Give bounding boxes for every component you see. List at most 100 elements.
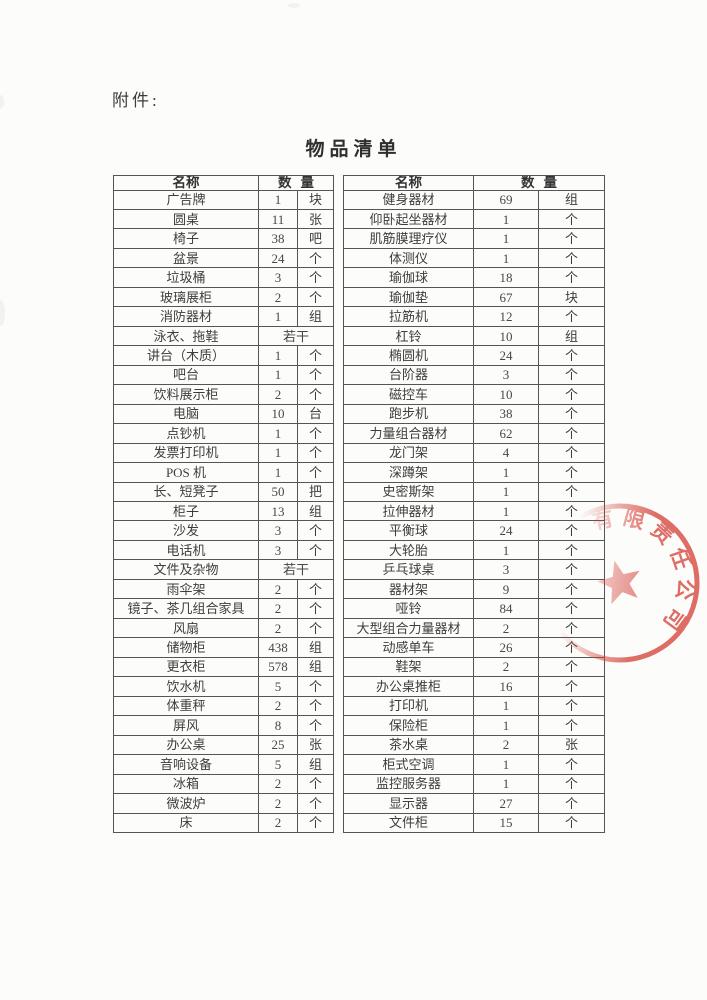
item-quantity: 1	[258, 462, 298, 483]
table-row: 大型组合力量器材 2 个	[343, 617, 605, 639]
table-row: 瑜伽球 18 个	[343, 267, 605, 288]
item-unit: 个	[297, 598, 334, 619]
item-quantity: 2	[258, 384, 298, 405]
item-quantity: 2	[258, 598, 298, 619]
item-unit: 个	[297, 617, 334, 639]
item-quantity: 67	[473, 286, 539, 308]
item-quantity: 13	[258, 500, 298, 522]
item-quantity: 1	[473, 228, 539, 249]
table-row: 跑步机 38 个	[343, 403, 605, 425]
item-quantity: 50	[258, 481, 298, 503]
item-quantity: 2	[473, 656, 539, 678]
item-name: 冰箱	[113, 773, 259, 795]
scan-artifact	[0, 95, 4, 109]
item-name: 乒乓球桌	[343, 559, 474, 580]
table-row: 柜子 13 组	[113, 500, 334, 522]
column-header-quantity: 数量	[258, 175, 334, 191]
item-unit: 个	[297, 676, 334, 697]
item-quantity: 2	[473, 734, 539, 756]
table-row: 椭圆机 24 个	[343, 345, 605, 366]
item-unit: 个	[538, 773, 605, 795]
item-unit: 个	[538, 754, 605, 775]
column-header-quantity: 数量	[473, 175, 605, 191]
item-unit: 个	[538, 695, 605, 717]
item-unit: 个	[538, 500, 605, 522]
item-name: 动感单车	[343, 637, 474, 658]
item-name: 显示器	[343, 793, 474, 814]
item-name: 发票打印机	[113, 442, 259, 464]
item-name: 镜子、茶几组合家具	[113, 598, 259, 619]
item-name: 鞋架	[343, 656, 474, 678]
item-unit: 个	[538, 423, 605, 444]
table-row: 拉筋机 12 个	[343, 306, 605, 327]
item-quantity: 1	[473, 773, 539, 795]
item-quantity: 1	[258, 423, 298, 444]
item-name: 屏风	[113, 715, 259, 736]
item-quantity: 10	[473, 325, 539, 347]
item-quantity: 15	[473, 812, 539, 833]
item-name: 讲台（木质）	[113, 345, 259, 366]
table-row: 力量组合器材 62 个	[343, 423, 605, 444]
item-name: 点钞机	[113, 423, 259, 444]
table-row: 办公桌推柜 16 个	[343, 676, 605, 697]
item-quantity: 2	[473, 617, 539, 639]
table-row: 保险柜 1 个	[343, 715, 605, 736]
item-quantity: 2	[258, 617, 298, 639]
item-quantity: 24	[258, 247, 298, 269]
item-name: 健身器材	[343, 189, 474, 210]
item-quantity: 5	[258, 754, 298, 775]
table-row: 文件及杂物 若干	[113, 559, 334, 580]
item-unit: 个	[297, 345, 334, 366]
item-quantity: 24	[473, 345, 539, 366]
item-name: 垃圾桶	[113, 267, 259, 288]
table-row: 台阶器 3 个	[343, 364, 605, 386]
item-quantity: 1	[473, 247, 539, 269]
table-row: 杠铃 10 组	[343, 325, 605, 347]
item-unit: 个	[297, 267, 334, 288]
item-table-right: 名称 数量 健身器材 69 组仰卧起坐器材 1 个肌筋膜理疗仪 1 个体测仪 1 个瑜伽球 18 个瑜伽…	[343, 175, 605, 833]
item-quantity: 2	[258, 773, 298, 795]
item-name: 杠铃	[343, 325, 474, 347]
item-quantity: 1	[473, 481, 539, 503]
item-unit: 个	[297, 384, 334, 405]
item-unit: 个	[538, 637, 605, 658]
item-name: 沙发	[113, 520, 259, 541]
item-unit: 个	[297, 773, 334, 795]
scan-artifact	[288, 3, 300, 8]
item-unit: 个	[297, 812, 334, 833]
item-unit: 个	[538, 793, 605, 814]
item-unit: 个	[297, 695, 334, 717]
item-quantity: 若干	[258, 325, 334, 347]
table-row: 消防器材 1 组	[113, 306, 334, 327]
item-name: 床	[113, 812, 259, 833]
scan-artifact	[0, 300, 5, 326]
item-quantity: 1	[258, 306, 298, 327]
item-unit: 个	[538, 715, 605, 736]
item-name: 消防器材	[113, 306, 259, 327]
item-unit: 张	[297, 734, 334, 756]
item-quantity: 1	[258, 345, 298, 366]
item-name: 椅子	[113, 228, 259, 249]
item-unit: 个	[538, 617, 605, 639]
item-quantity: 1	[473, 500, 539, 522]
item-quantity: 1	[473, 539, 539, 561]
item-quantity: 1	[258, 442, 298, 464]
item-name: 监控服务器	[343, 773, 474, 795]
item-quantity: 3	[258, 520, 298, 541]
table-row: 广告牌 1 块	[113, 189, 334, 210]
table-row: 平衡球 24 个	[343, 520, 605, 541]
table-row: 拉伸器材 1 个	[343, 500, 605, 522]
item-quantity: 10	[473, 384, 539, 405]
table-row: 大轮胎 1 个	[343, 539, 605, 561]
item-name: 圆桌	[113, 208, 259, 230]
table-row: 发票打印机 1 个	[113, 442, 334, 464]
item-quantity: 1	[473, 695, 539, 717]
table-row: 仰卧起坐器材 1 个	[343, 208, 605, 230]
item-unit: 个	[297, 715, 334, 736]
item-quantity: 3	[258, 267, 298, 288]
table-row: 哑铃 84 个	[343, 598, 605, 619]
table-row: 玻璃展柜 2 个	[113, 286, 334, 308]
item-quantity: 2	[258, 695, 298, 717]
item-quantity: 4	[473, 442, 539, 464]
